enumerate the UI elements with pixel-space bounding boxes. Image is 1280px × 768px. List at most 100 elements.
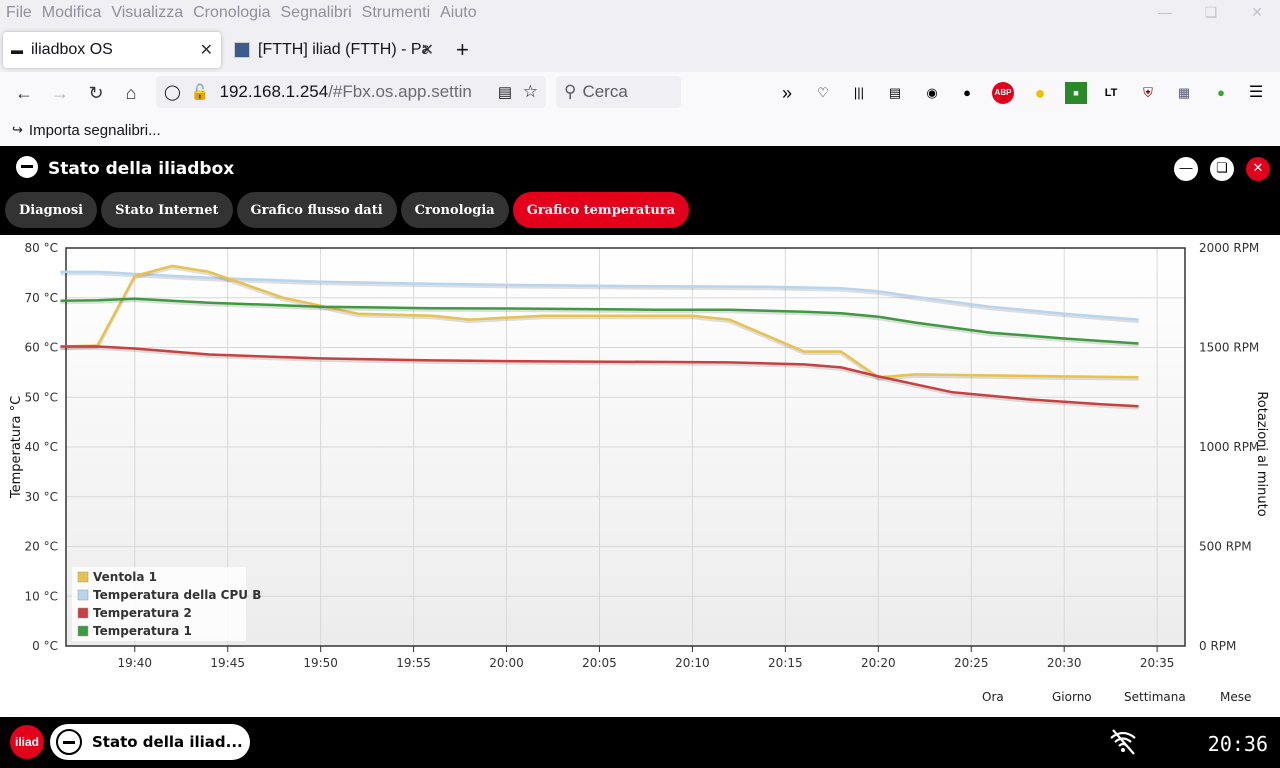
page-icon — [234, 42, 250, 58]
tab-diagnosi[interactable]: Diagnosi — [5, 192, 98, 228]
y-tick-label: 80 °C — [25, 241, 58, 255]
app-close-button[interactable]: ✕ — [1246, 157, 1270, 181]
extension-dots-icon[interactable]: ● — [963, 85, 971, 100]
extension-alert-icon[interactable]: ● — [1217, 85, 1225, 100]
y-axis-label: Temperatura °C — [9, 396, 24, 499]
y-tick-label: 40 °C — [25, 440, 58, 454]
tab-title: [FTTH] iliad (FTTH) - Pag — [258, 41, 428, 58]
tab-ftth[interactable]: [FTTH] iliad (FTTH) - Pag ✕ — [226, 32, 442, 68]
y-tick-label: 20 °C — [25, 540, 58, 554]
search-placeholder: Cerca — [582, 82, 628, 101]
series-line — [60, 264, 1139, 379]
url-path: /#Fbx.os.app.settin — [328, 82, 472, 101]
x-tick-label: 19:45 — [210, 656, 245, 670]
app-logo-icon — [16, 156, 38, 178]
y-tick-label: 30 °C — [25, 490, 58, 504]
series-shadow — [60, 347, 1139, 410]
search-icon: ⚲ — [564, 82, 577, 101]
x-tick-label: 20:10 — [675, 656, 710, 670]
app-icon — [56, 729, 82, 755]
library-icon[interactable]: ||| — [853, 85, 865, 100]
series-shadow — [60, 266, 1139, 381]
forward-icon[interactable]: → — [51, 83, 69, 103]
tab-stato-internet[interactable]: Stato Internet — [101, 192, 233, 228]
home-icon[interactable]: ⌂ — [125, 83, 137, 103]
legend-swatch — [77, 571, 89, 583]
menu-segnalibri[interactable]: Segnalibri — [280, 4, 352, 21]
y-tick-label: 10 °C — [25, 589, 58, 603]
shield-icon[interactable]: ◯ — [164, 84, 181, 101]
x-tick-label: 19:40 — [117, 656, 152, 670]
overflow-chevron-icon[interactable]: » — [781, 83, 792, 103]
search-input[interactable]: ⚲ Cerca — [556, 76, 681, 108]
y2-axis-label: Rotazioni al minuto — [1254, 391, 1269, 516]
app-minimize-button[interactable]: — — [1174, 157, 1198, 181]
tab-grafico-temperatura[interactable]: Grafico temperatura — [512, 192, 690, 228]
menu-strumenti[interactable]: Strumenti — [361, 4, 431, 21]
y2-tick-label: 0 RPM — [1199, 639, 1236, 653]
url-bar[interactable]: ◯ 🔓 192.168.1.254/#Fbx.os.app.settin ▤ ☆ — [156, 76, 546, 108]
menu-visualizza[interactable]: Visualizza — [111, 4, 184, 21]
languagetool-icon[interactable]: LT — [1104, 87, 1118, 99]
y2-tick-label: 1000 RPM — [1199, 440, 1259, 454]
legend-box — [72, 567, 246, 641]
x-tick-label: 20:05 — [582, 656, 617, 670]
taskbar: iliad Stato della iliad... 20:36 — [0, 717, 1280, 768]
range-mese-button[interactable]: Mese — [1220, 690, 1252, 704]
close-window-icon[interactable]: ✕ — [1251, 4, 1263, 20]
menu-aiuto[interactable]: Aiuto — [440, 4, 477, 21]
tab-title: iliadbox OS — [31, 41, 113, 58]
pocket-icon[interactable]: ♡ — [817, 85, 829, 100]
reload-icon[interactable]: ↻ — [88, 83, 104, 103]
ublock-icon[interactable]: ⛨ — [1143, 85, 1153, 100]
tab-cronologia[interactable]: Cronologia — [400, 192, 509, 228]
x-tick-label: 20:30 — [1047, 656, 1082, 670]
hamburger-menu-icon[interactable]: ☰ — [1248, 84, 1264, 101]
sidebar-icon[interactable]: ▤ — [888, 85, 902, 100]
wifi-off-icon[interactable] — [1108, 727, 1138, 757]
insecure-lock-icon[interactable]: 🔓 — [190, 84, 210, 101]
range-settimana-button[interactable]: Settimana — [1124, 690, 1186, 704]
app-header: Stato della iliadbox — ❏ ✕ Diagnosi Stat… — [0, 146, 1280, 235]
legend-swatch — [77, 625, 89, 637]
restore-icon[interactable]: ❏ — [1204, 4, 1218, 20]
bookmark-star-icon[interactable]: ☆ — [522, 82, 538, 101]
menu-cronologia[interactable]: Cronologia — [193, 4, 271, 21]
extension-green-icon[interactable]: ■ — [1065, 82, 1087, 104]
series-line — [60, 345, 1139, 408]
account-icon[interactable]: ◉ — [926, 85, 938, 100]
app-tabs: Diagnosi Stato Internet Grafico flusso d… — [5, 192, 690, 228]
app-maximize-button[interactable]: ❏ — [1210, 157, 1234, 181]
import-bookmarks-link[interactable]: Importa segnalibri... — [28, 121, 161, 139]
ghost-icon[interactable]: ● — [1034, 83, 1046, 103]
taskbar-app-item[interactable]: Stato della iliad... — [50, 724, 250, 760]
taskbar-item-label: Stato della iliad... — [92, 733, 243, 751]
tab-iliadbox[interactable]: ▬ iliadbox OS ✕ — [3, 32, 221, 68]
close-tab-icon[interactable]: ✕ — [199, 42, 213, 59]
back-icon[interactable]: ← — [15, 83, 33, 103]
menu-file[interactable]: File — [6, 4, 32, 21]
minimize-icon[interactable]: — — [1158, 4, 1172, 20]
tab-grafico-flusso-dati[interactable]: Grafico flusso dati — [236, 192, 397, 228]
chart-svg: 0 °C 10 °C 20 °C 30 °C 40 °C 50 °C 60 °C 70 °C 8… — [9, 241, 1269, 670]
close-tab-icon[interactable]: ✕ — [420, 42, 434, 59]
adblock-icon[interactable]: ABP — [992, 82, 1014, 104]
legend-swatch — [77, 589, 89, 601]
plot-border — [65, 247, 1186, 647]
legend-label: Ventola 1 — [93, 570, 157, 584]
x-tick-label: 20:35 — [1140, 656, 1175, 670]
extension-grid-icon[interactable]: ▦ — [1177, 85, 1191, 100]
url-host: 192.168.1.254 — [219, 82, 329, 101]
y-tick-label: 0 °C — [32, 639, 58, 653]
range-ora-button[interactable]: Ora — [982, 690, 1004, 704]
y-tick-label: 50 °C — [25, 390, 58, 404]
reader-icon[interactable]: ▤ — [497, 84, 512, 101]
new-tab-button[interactable]: + — [456, 37, 469, 62]
series-shadow — [60, 272, 1139, 324]
iliad-logo[interactable]: iliad — [10, 725, 44, 759]
menu-modifica[interactable]: Modifica — [41, 4, 102, 21]
legend-swatch — [77, 607, 89, 619]
range-giorno-button[interactable]: Giorno — [1052, 690, 1092, 704]
x-tick-label: 19:50 — [303, 656, 338, 670]
x-tick-label: 19:55 — [396, 656, 431, 670]
